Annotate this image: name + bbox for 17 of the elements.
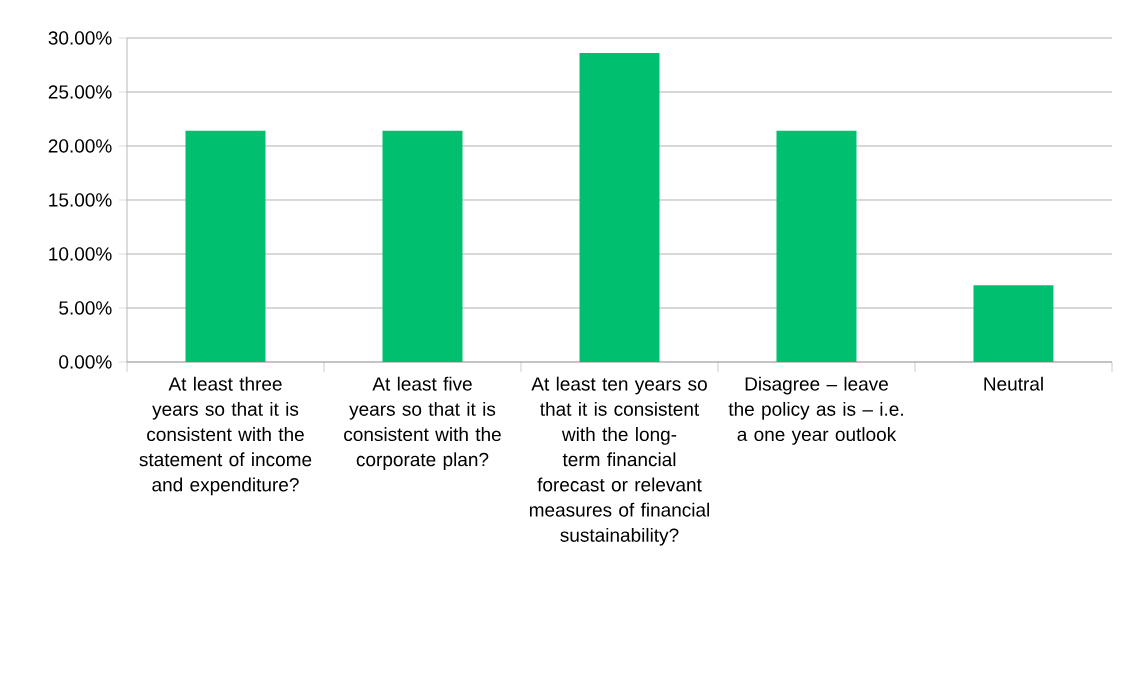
bar (776, 130, 857, 362)
x-tick-label: At least five years so that it is consistent with the corporate plan? (344, 376, 501, 471)
bar (185, 130, 266, 362)
x-tick-label: At least three years so that it is consistent with the statement of income and expenditure? (139, 376, 312, 496)
y-tick-label: 30.00% (48, 31, 112, 45)
x-tick-label: Neutral (984, 376, 1043, 391)
bar (579, 53, 660, 362)
y-tick-label: 5.00% (59, 301, 112, 315)
x-tick-label: Disagree – leave the policy as is – i.e. a one year outlook (728, 376, 903, 445)
y-tick-label: 15.00% (49, 193, 112, 207)
y-tick-label: 20.00% (48, 139, 112, 153)
bar (973, 285, 1054, 362)
y-tick-label: 0.00% (59, 355, 112, 369)
bar (382, 130, 463, 362)
y-tick-label: 25.00% (48, 85, 112, 99)
y-tick-label: 10.00% (49, 247, 112, 261)
x-tick-label: At least ten years so that it is consistent with the long-term financial forecast or relevant measures of financial sustainability? (529, 376, 709, 546)
